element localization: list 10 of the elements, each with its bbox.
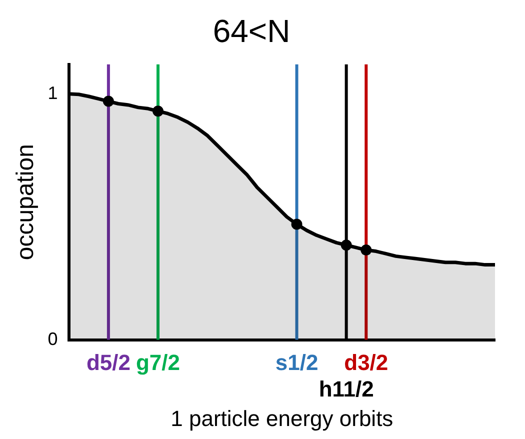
chart-title: 64<N [212, 13, 290, 50]
x-axis-title: 1 particle energy orbits [170, 406, 394, 431]
x-tick-label: g7/2 [136, 350, 180, 376]
x-tick-label: s1/2 [275, 350, 318, 376]
y-tick-label: 1 [48, 82, 58, 103]
x-tick-label: d3/2 [344, 350, 388, 376]
y-axis-title: occupation [12, 144, 40, 260]
x-tick-label: d5/2 [86, 350, 130, 376]
y-tick-label: 0 [48, 328, 58, 349]
x-tick-label: h11/2 [318, 376, 374, 402]
